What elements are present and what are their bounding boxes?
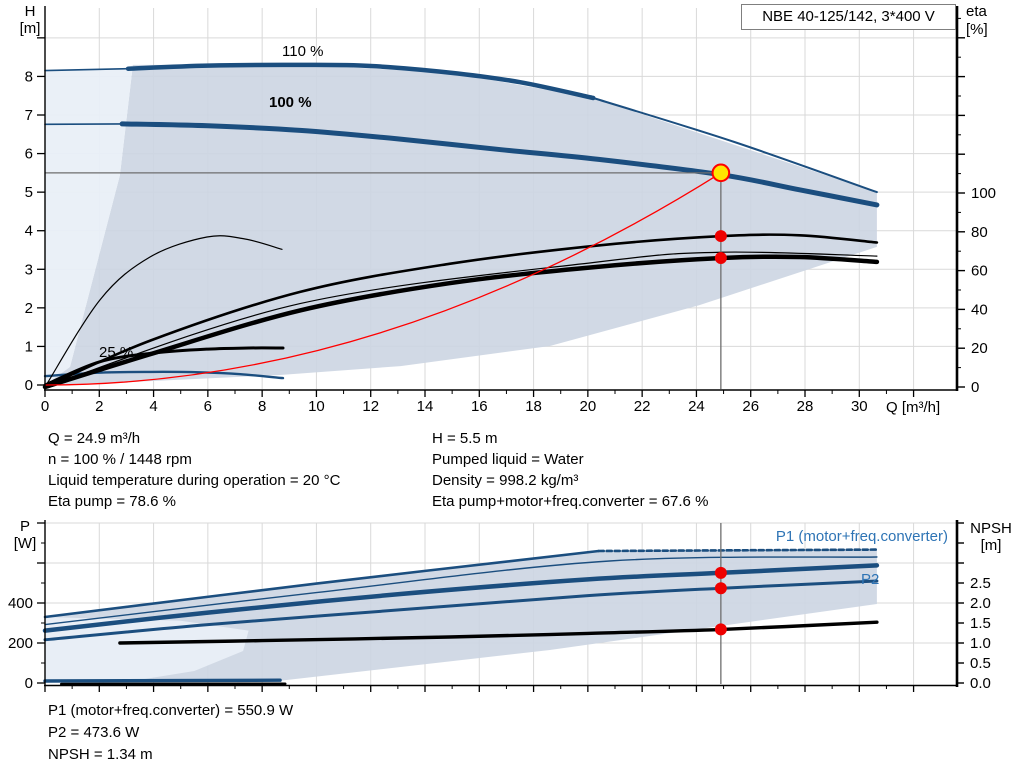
speed-110-stub xyxy=(44,67,129,72)
svg-text:60: 60 xyxy=(971,263,988,280)
p-envelope-thin xyxy=(44,556,878,626)
svg-text:28: 28 xyxy=(797,398,814,415)
eta-pump-curve xyxy=(43,233,879,389)
npsh-dot xyxy=(714,623,727,636)
svg-text:26: 26 xyxy=(742,398,759,415)
eta-dot xyxy=(714,251,727,264)
svg-text:24: 24 xyxy=(688,398,705,415)
svg-text:4: 4 xyxy=(25,223,33,240)
p1-envelope-max xyxy=(597,548,879,553)
speed-100-curve xyxy=(119,121,880,208)
info-eta-total: Eta pump+motor+freq.converter = 67.6 % xyxy=(432,493,709,510)
power-dot xyxy=(714,582,727,595)
svg-text:20: 20 xyxy=(580,398,597,415)
svg-text:0: 0 xyxy=(25,675,33,692)
svg-text:2.0: 2.0 xyxy=(970,595,991,612)
svg-text:14: 14 xyxy=(417,398,434,415)
svg-text:6: 6 xyxy=(25,146,33,163)
svg-text:2.5: 2.5 xyxy=(970,575,991,592)
operating-point-marker[interactable] xyxy=(711,163,731,183)
svg-text:80: 80 xyxy=(971,224,988,241)
svg-text:400: 400 xyxy=(8,595,33,612)
envelope-top-edge xyxy=(592,97,878,194)
svg-text:1.5: 1.5 xyxy=(970,615,991,632)
system-curve xyxy=(44,172,722,386)
npsh-curve xyxy=(118,620,879,645)
info-speed: n = 100 % / 1448 rpm xyxy=(48,451,192,468)
svg-text:16: 16 xyxy=(471,398,488,415)
p2-curve xyxy=(43,579,879,642)
svg-text:1.0: 1.0 xyxy=(970,635,991,652)
svg-text:200: 200 xyxy=(8,635,33,652)
svg-text:22: 22 xyxy=(634,398,651,415)
svg-text:3: 3 xyxy=(25,261,33,278)
info-p2: P2 = 473.6 W xyxy=(48,724,140,741)
svg-text:12: 12 xyxy=(362,398,379,415)
info-p1: P1 (motor+freq.converter) = 550.9 W xyxy=(48,702,294,719)
svg-text:100: 100 xyxy=(971,185,996,202)
p-25-curve xyxy=(43,678,282,683)
info-h: H = 5.5 m xyxy=(432,430,498,447)
info-liquid-temp: Liquid temperature during operation = 20… xyxy=(48,472,341,489)
svg-text:8: 8 xyxy=(25,68,33,85)
svg-text:4: 4 xyxy=(149,398,157,415)
svg-text:18: 18 xyxy=(525,398,542,415)
svg-text:0: 0 xyxy=(25,377,33,394)
info-eta-pump: Eta pump = 78.6 % xyxy=(48,493,176,510)
svg-text:5: 5 xyxy=(25,184,33,201)
speed-110-curve xyxy=(125,62,596,101)
eta-thin-companion xyxy=(44,251,878,388)
svg-text:0: 0 xyxy=(41,398,49,415)
eta-small-curve xyxy=(44,235,283,388)
power-dot xyxy=(714,566,727,579)
p1-envelope-top xyxy=(43,549,600,619)
svg-text:2: 2 xyxy=(95,398,103,415)
head-chart: 0 2 4 6 8 10 12 14 16 18 20 22 24 26 28 300123456780204… xyxy=(25,6,996,415)
svg-text:0.5: 0.5 xyxy=(970,655,991,672)
svg-text:2: 2 xyxy=(25,300,33,317)
power-npsh-chart: 0 200 400 0.0 0.5 1.0 1.5 2.0 2.5 xyxy=(8,520,991,692)
info-density: Density = 998.2 kg/m³ xyxy=(432,472,579,489)
svg-text:0: 0 xyxy=(971,379,979,396)
svg-text:40: 40 xyxy=(971,301,988,318)
pump-type-title: NBE 40-125/142, 3*400 V xyxy=(741,4,956,30)
info-npsh: NPSH = 1.34 m xyxy=(48,746,153,763)
svg-text:10: 10 xyxy=(308,398,325,415)
svg-text:6: 6 xyxy=(204,398,212,415)
svg-text:7: 7 xyxy=(25,107,33,124)
eta-total-curve xyxy=(42,254,880,390)
svg-text:0.0: 0.0 xyxy=(970,675,991,692)
eta-dot xyxy=(714,230,727,243)
info-pumped-liquid: Pumped liquid = Water xyxy=(432,451,584,468)
p1-curve xyxy=(42,563,880,633)
small-head-curve xyxy=(43,346,285,387)
svg-text:1: 1 xyxy=(25,338,33,355)
svg-text:8: 8 xyxy=(258,398,266,415)
svg-text:20: 20 xyxy=(971,340,988,357)
svg-text:30: 30 xyxy=(851,398,868,415)
info-q: Q = 24.9 m³/h xyxy=(48,430,141,447)
